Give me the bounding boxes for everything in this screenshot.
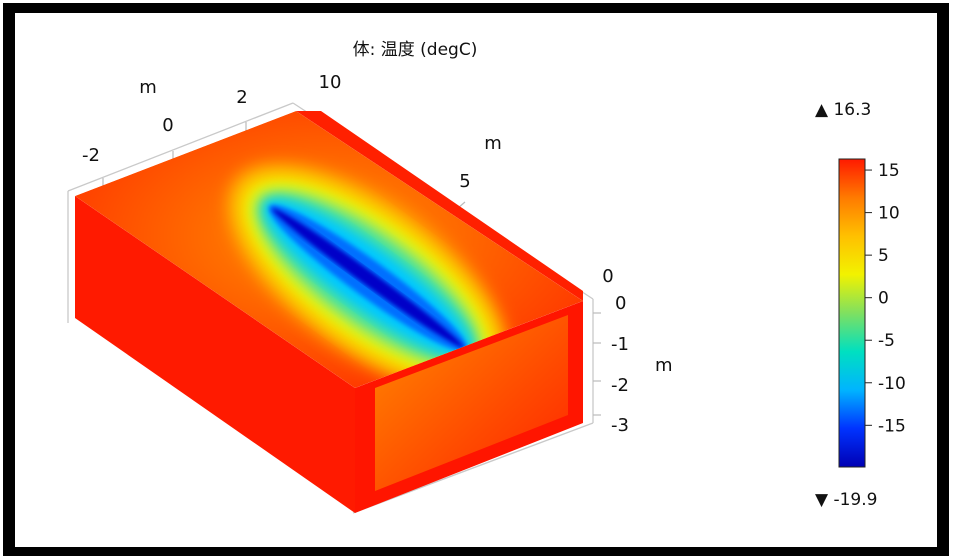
axis-ticks — [102, 122, 601, 416]
z-axis: 0 -1 -2 -3 m — [611, 293, 673, 436]
box-inner-section — [375, 315, 568, 491]
colorbar-tick-label: 15 — [878, 161, 900, 181]
colorbar-tick-label: -5 — [878, 331, 895, 351]
colorbar-tick-label: 10 — [878, 204, 900, 224]
colorbar-tick-label: 0 — [878, 289, 889, 309]
z-tick-label: -2 — [611, 375, 629, 396]
colorbar-tick-label: 5 — [878, 246, 889, 266]
plot-title: 体: 温度 (degC) — [353, 40, 478, 60]
y-axis: 10 m 5 0 — [319, 72, 614, 287]
colorbar-min-label: ▼ -19.9 — [815, 490, 877, 510]
z-tick-label: 0 — [615, 293, 626, 314]
x-tick-label: 0 — [162, 115, 173, 136]
y-tick-label: 0 — [602, 266, 613, 287]
plot-panel: 体: 温度 (degC) — [15, 13, 937, 547]
x-tick-label: 2 — [236, 87, 247, 108]
temperature-volume-plot: 体: 温度 (degC) — [67, 40, 906, 514]
box-front-face — [75, 196, 355, 513]
x-tick-label: -2 — [82, 145, 100, 166]
z-tick-label: -3 — [611, 415, 629, 436]
y-tick-label: 5 — [459, 171, 470, 192]
colorbar-tick-label: -10 — [878, 374, 906, 394]
y-tick-label: 10 — [319, 72, 342, 93]
figure-border: 体: 温度 (degC) — [3, 3, 949, 556]
x-axis: m -2 0 2 — [82, 77, 248, 166]
y-axis-unit: m — [484, 133, 502, 154]
z-tick-label: -1 — [611, 334, 629, 355]
top-face-field — [75, 111, 583, 388]
z-axis-unit: m — [655, 355, 673, 376]
x-axis-unit: m — [139, 77, 157, 98]
colorbar: ▲ 16.3 15 10 5 0 -5 -10 -15 ▼ -19.9 — [815, 100, 906, 510]
colorbar-tick-label: -15 — [878, 416, 906, 436]
colorbar-max-label: ▲ 16.3 — [815, 100, 871, 120]
colorbar-gradient — [838, 158, 866, 468]
